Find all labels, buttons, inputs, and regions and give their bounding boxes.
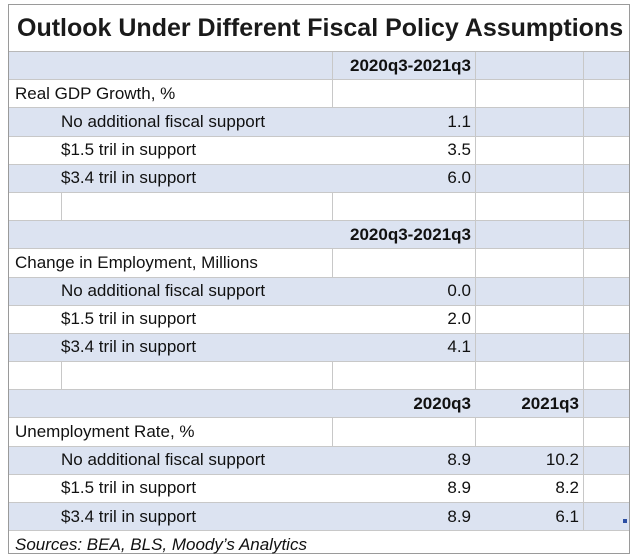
row-label: No additional fiscal support: [61, 450, 266, 470]
period-header: 2020q3-2021q3: [350, 224, 471, 244]
row-value: 8.9: [447, 506, 471, 526]
table-title: Outlook Under Different Fiscal Policy As…: [9, 5, 629, 52]
period-header: 2021q3: [521, 393, 579, 413]
row-value: 8.2: [555, 478, 579, 498]
period-header-row: 2020q3-2021q3: [9, 221, 629, 250]
table-row: No additional fiscal support 0.0: [9, 277, 629, 306]
source-note: Sources: BEA, BLS, Moody’s Analytics: [15, 535, 307, 555]
resize-handle[interactable]: [623, 519, 627, 523]
table-row: $3.4 tril in support 8.9 6.1: [9, 503, 629, 532]
row-label: No additional fiscal support: [61, 111, 266, 131]
row-label: $1.5 tril in support: [61, 309, 197, 329]
table-row: $1.5 tril in support 3.5: [9, 136, 629, 165]
period-header-row: 2020q3-2021q3: [9, 52, 629, 81]
section-label: Change in Employment, Millions: [15, 252, 258, 272]
spacer-row: [9, 362, 629, 391]
period-header-row: 2020q3 2021q3: [9, 390, 629, 419]
table-row: $1.5 tril in support 2.0: [9, 305, 629, 334]
table-row: No additional fiscal support 1.1: [9, 108, 629, 137]
table-row: $3.4 tril in support 6.0: [9, 164, 629, 193]
row-value: 6.1: [555, 506, 579, 526]
table-row: $3.4 tril in support 4.1: [9, 333, 629, 363]
row-label: $1.5 tril in support: [61, 140, 197, 160]
row-label: $3.4 tril in support: [61, 168, 197, 188]
table-row: No additional fiscal support 8.9 10.2: [9, 446, 629, 475]
row-value: 6.0: [447, 168, 471, 188]
row-label: No additional fiscal support: [61, 281, 266, 301]
section-label-row: Unemployment Rate, %: [9, 418, 629, 447]
section-label: Unemployment Rate, %: [15, 422, 195, 442]
row-value: 4.1: [447, 337, 471, 357]
period-header: 2020q3-2021q3: [350, 55, 471, 75]
section-label-row: Real GDP Growth, %: [9, 80, 629, 109]
spacer-row: [9, 192, 629, 222]
row-value: 3.5: [447, 140, 471, 160]
row-value: 10.2: [545, 450, 579, 470]
table-row: $1.5 tril in support 8.9 8.2: [9, 474, 629, 503]
section-label-row: Change in Employment, Millions: [9, 249, 629, 278]
row-value: 0.0: [447, 281, 471, 301]
row-value: 8.9: [447, 478, 471, 498]
row-label: $3.4 tril in support: [61, 337, 197, 357]
row-label: $3.4 tril in support: [61, 506, 197, 526]
outlook-table: Outlook Under Different Fiscal Policy As…: [8, 4, 630, 554]
row-value: 1.1: [447, 111, 471, 131]
row-label: $1.5 tril in support: [61, 478, 197, 498]
period-header: 2020q3: [413, 393, 471, 413]
row-value: 2.0: [447, 309, 471, 329]
row-value: 8.9: [447, 450, 471, 470]
section-label: Real GDP Growth, %: [15, 83, 176, 103]
